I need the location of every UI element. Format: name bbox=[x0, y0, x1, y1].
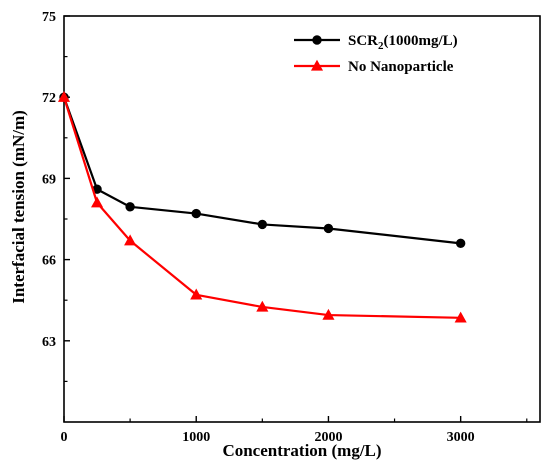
data-point bbox=[125, 202, 135, 212]
y-tick-label: 63 bbox=[42, 335, 56, 350]
legend-marker bbox=[312, 35, 322, 45]
data-point bbox=[256, 300, 269, 312]
legend: SCR2(1000mg/L) No Nanoparticle bbox=[294, 33, 458, 75]
legend-marker bbox=[310, 59, 324, 71]
data-point bbox=[57, 90, 71, 102]
legend-entry-1: SCR2(1000mg/L) bbox=[294, 33, 458, 52]
legend-label: SCR2(1000mg/L) bbox=[348, 33, 458, 52]
x-tick-label: 3000 bbox=[447, 430, 475, 445]
series-1 bbox=[59, 92, 466, 249]
x-axis-title: Concentration (mg/L) bbox=[222, 441, 381, 460]
series-line bbox=[62, 96, 461, 319]
x-tick-label: 1000 bbox=[182, 430, 210, 445]
legend-label: No Nanoparticle bbox=[348, 59, 454, 75]
axes: 0 1000 2000 3000 63 66 69 72 75 bbox=[42, 10, 541, 445]
legend-entry-2: No Nanoparticle bbox=[294, 59, 454, 75]
x-tick-label: 0 bbox=[61, 430, 68, 445]
x-tick-label: 2000 bbox=[314, 430, 342, 445]
data-point bbox=[124, 234, 137, 246]
plot-frame bbox=[63, 15, 541, 423]
y-tick-label: 66 bbox=[42, 254, 56, 269]
data-point bbox=[454, 311, 467, 323]
series-2 bbox=[57, 90, 467, 323]
y-tick-label: 72 bbox=[42, 91, 56, 106]
data-point bbox=[322, 308, 335, 320]
data-point bbox=[257, 219, 268, 230]
series-layer bbox=[57, 90, 467, 323]
data-point bbox=[190, 288, 203, 300]
data-point bbox=[191, 208, 201, 219]
data-point bbox=[455, 238, 466, 249]
y-axis-title: Interfacial tension (mN/m) bbox=[9, 110, 28, 304]
data-point bbox=[91, 196, 104, 208]
y-tick-label: 75 bbox=[42, 10, 56, 25]
data-point bbox=[323, 223, 334, 234]
y-tick-label: 69 bbox=[42, 172, 56, 187]
